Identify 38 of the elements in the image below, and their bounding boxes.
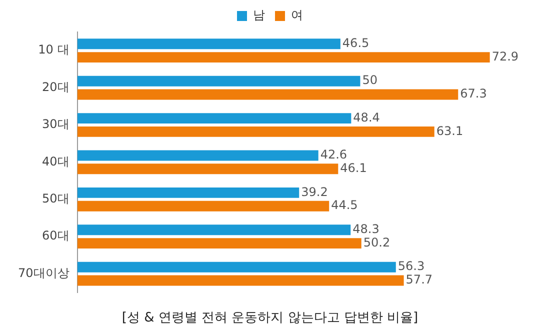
bar [77,52,490,63]
legend-label: 여 [291,8,303,22]
bar [77,275,404,286]
data-label: 44.5 [331,198,358,212]
y-tick-label: 60대 [42,228,70,243]
y-tick-label: 70대이상 [18,266,70,280]
bar [77,164,338,174]
data-label: 50.2 [363,235,390,250]
y-tick-label: 30대 [42,117,70,132]
bar [77,238,362,249]
data-label: 46.5 [342,36,370,50]
data-label: 48.3 [352,222,380,236]
data-label: 67.3 [460,86,487,101]
bar [77,126,434,137]
bar [77,262,396,272]
data-label: 46.1 [340,161,367,176]
data-label: 72.9 [492,49,519,64]
text: [성 & 연령별 전혀 운동하지 않는다고 답변한 비율] [122,310,418,326]
data-label: 42.6 [320,148,348,162]
data-label: 56.3 [398,259,425,274]
y-tick-label: 40대 [42,154,70,168]
data-label: 48.4 [353,110,380,124]
bar [77,76,360,86]
bar [77,200,330,212]
bar [77,113,352,124]
y-tick-label: 50대 [42,192,70,206]
y-tick-label: 20대 [42,80,70,94]
data-label: 63.1 [436,124,464,138]
bar [77,89,458,100]
bar [77,38,340,50]
bar [77,224,351,236]
y-tick-label: 10 대 [38,42,70,57]
bar [77,187,300,198]
legend-label: 남 [253,8,265,22]
bar [77,150,318,161]
data-label: 39.2 [301,184,328,199]
data-label: 50 [362,73,378,88]
data-label: 57.7 [406,272,433,287]
